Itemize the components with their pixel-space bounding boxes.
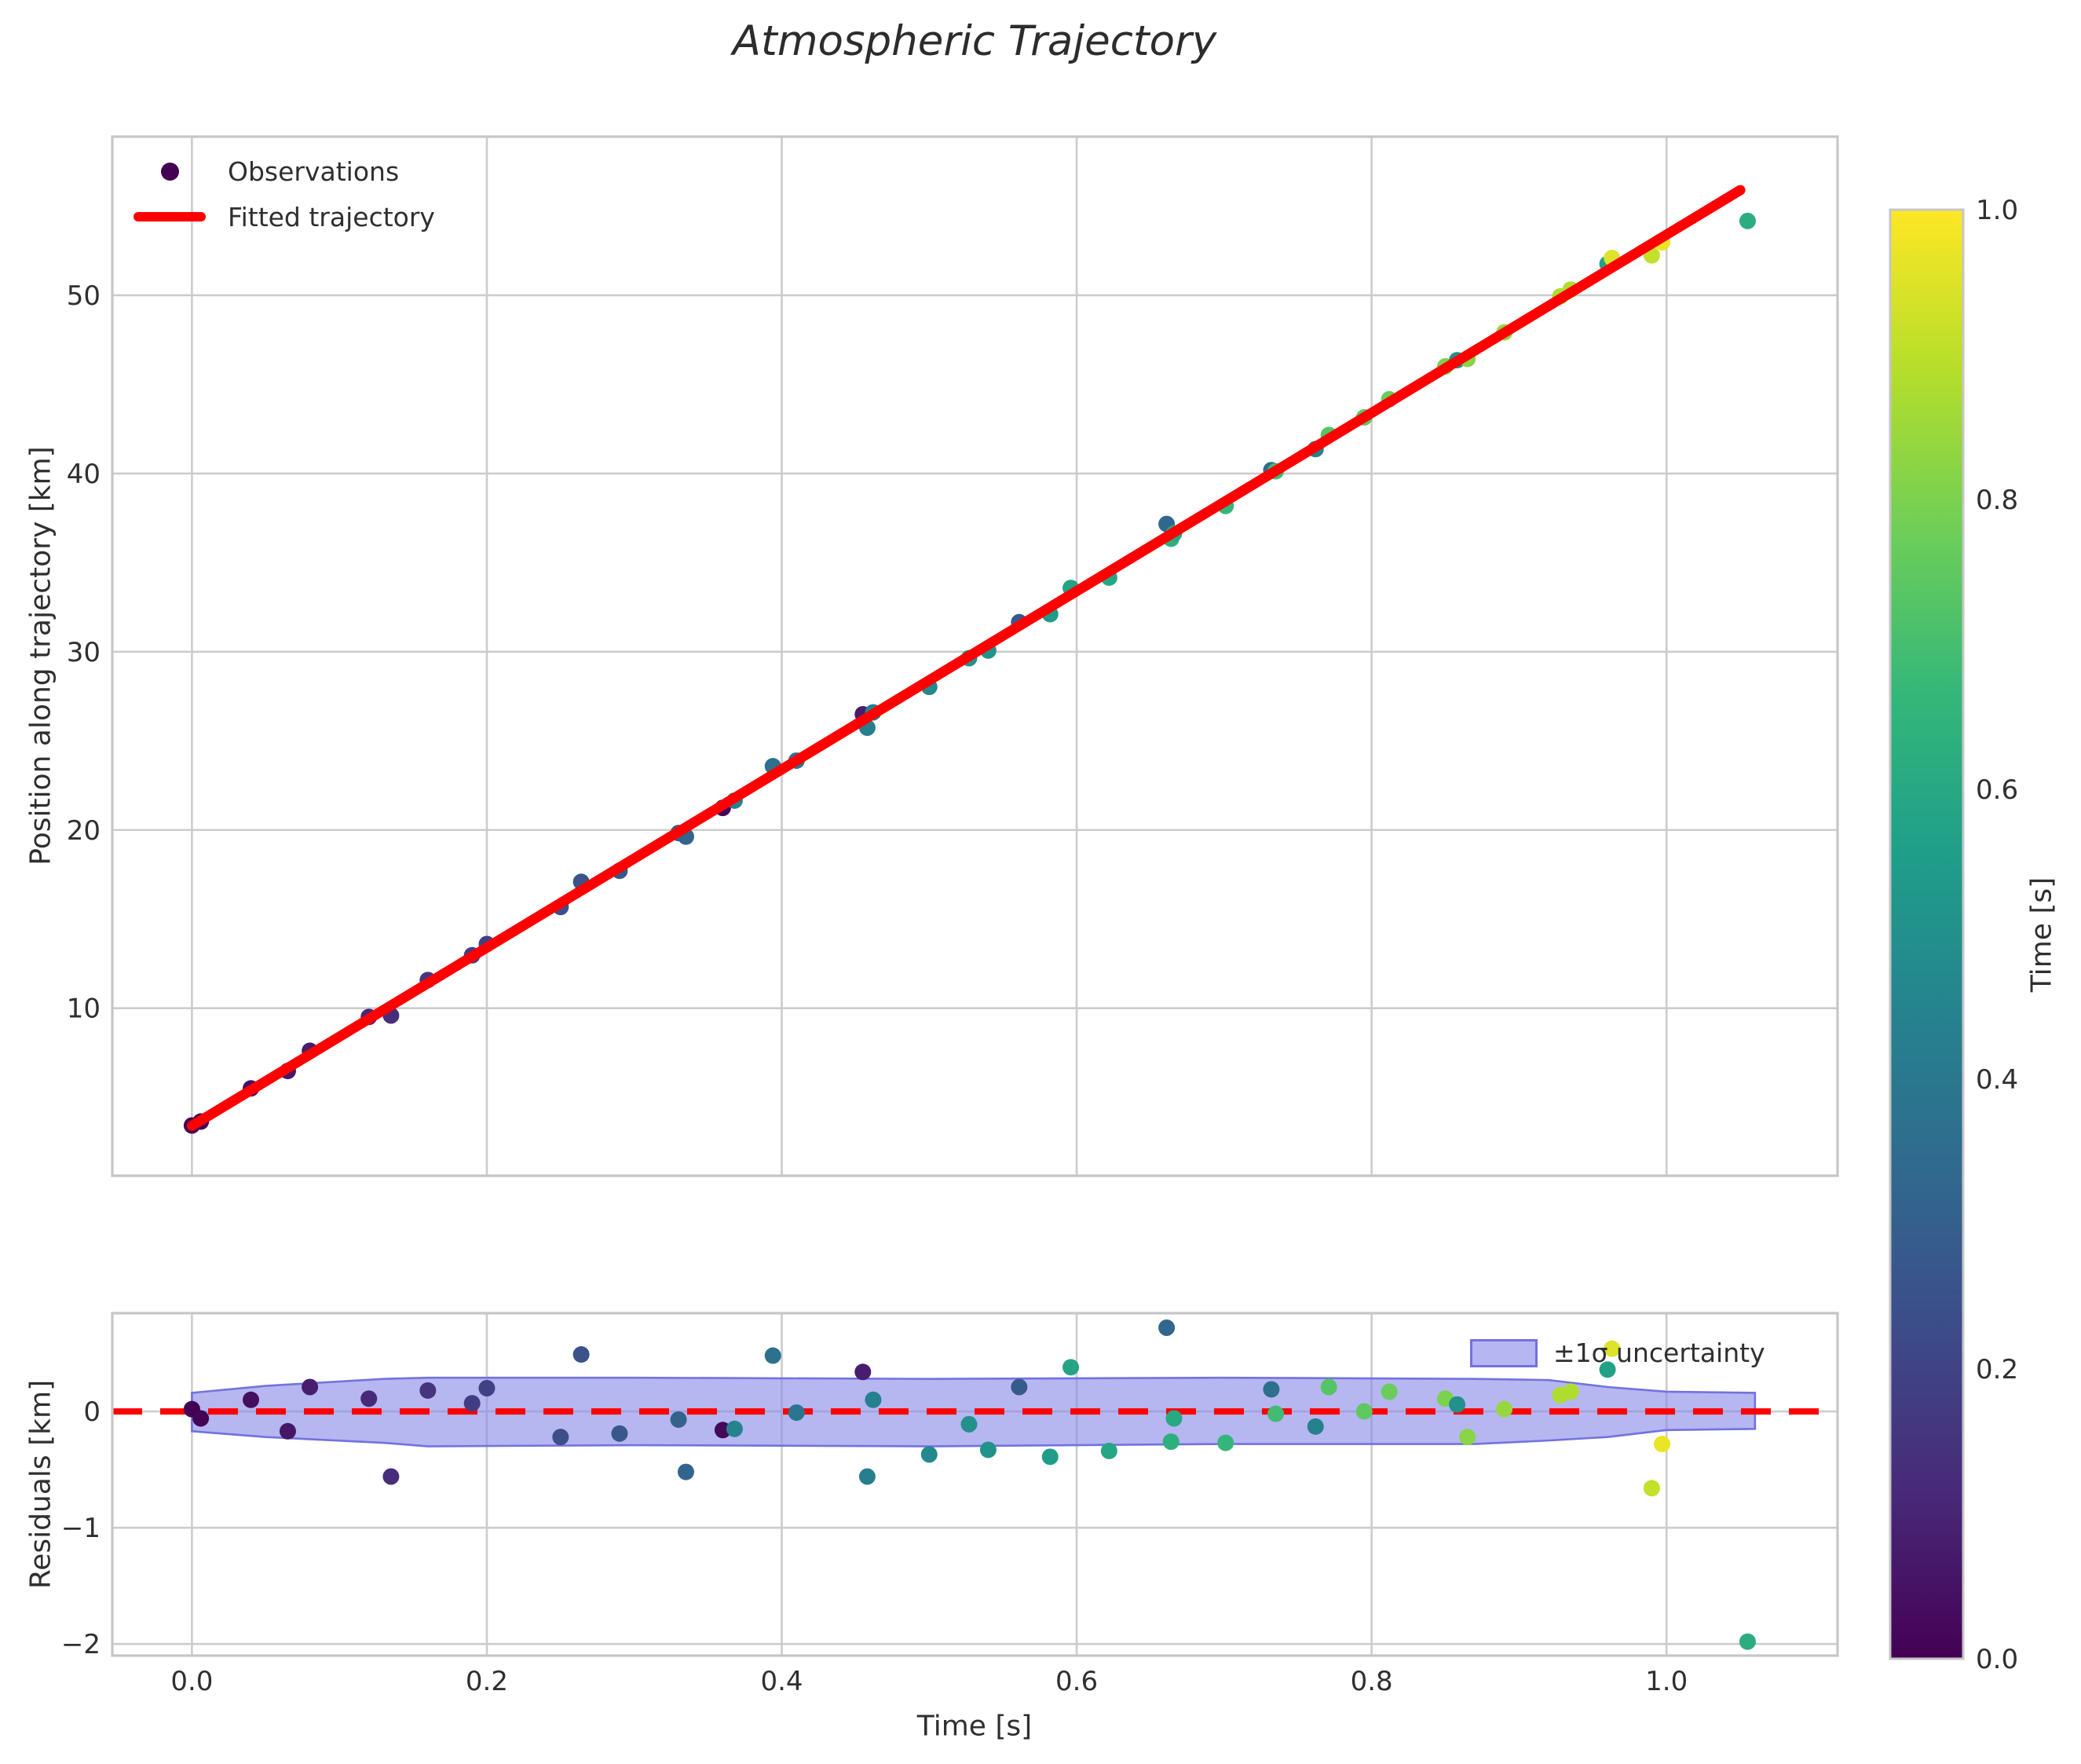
main-legend: Observations Fitted trajectory [132,154,435,234]
x-tick-label: 0.0 [170,1666,213,1697]
residual-point [552,1429,569,1446]
residual-point [279,1422,296,1440]
residual-y-tick-label: −1 [61,1513,101,1544]
residual-point [1604,1340,1621,1357]
residual-point [572,1346,590,1363]
x-axis-label: Time [s] [916,1710,1033,1743]
axes-frame [111,1312,1839,1657]
residual-point [788,1404,805,1422]
colorbar-tick-label: 0.6 [1976,774,2018,806]
fitted-trajectory-line [186,185,1746,1131]
residual-point [1496,1400,1513,1418]
residual-point [865,1391,882,1408]
residual-point [192,1410,210,1427]
residual-point [854,1363,872,1381]
main-y-tick-label: 30 [67,637,101,668]
residual-point [1459,1429,1476,1446]
chart-title: Atmospheric Trajectory [732,17,1217,65]
residual-point [1041,1448,1059,1466]
x-tick-label: 0.6 [1055,1666,1098,1697]
residual-point [1263,1381,1280,1398]
residual-point [920,1446,938,1463]
residual-point [1100,1442,1117,1459]
residual-point [858,1468,876,1485]
residuals-y-axis-label: Residuals [km] [24,1379,57,1590]
residual-point [1011,1378,1028,1396]
legend-item-observations: Observations [132,154,435,188]
colorbar-tick-label: 0.0 [1976,1644,2018,1675]
residual-point [979,1441,997,1458]
residual-point [1562,1383,1579,1400]
colorbar-gradient [1889,208,1965,1660]
residual-point [243,1391,260,1408]
colorbar-tick-label: 0.4 [1976,1064,2018,1096]
residual-y-tick-label: −2 [61,1629,101,1660]
main-y-tick-label: 20 [67,815,101,847]
residual-point [1599,1361,1616,1378]
residual-point [1267,1405,1285,1422]
fitted-line-marker-icon [132,212,207,221]
residual-point [360,1390,378,1407]
residual-point [1355,1403,1373,1420]
x-tick-label: 0.8 [1351,1666,1393,1697]
x-tick-label: 0.2 [466,1666,508,1697]
residuals-legend: ±1σ uncertainty [1470,1338,1765,1368]
x-tick-label: 1.0 [1645,1666,1688,1697]
residual-point [1217,1434,1234,1451]
residual-point [960,1415,978,1433]
residual-point [1165,1410,1183,1427]
colorbar-tick-label: 0.2 [1976,1354,2018,1385]
axes-frame [111,135,1839,1177]
residual-y-tick-label: 0 [83,1396,101,1428]
residual-point [1062,1359,1080,1376]
uncertainty-band [191,1376,1757,1447]
legend-label: Observations [228,156,400,187]
colorbar-label: Time [s] [2025,877,2058,993]
colorbar-tick-label: 1.0 [1976,195,2018,226]
main-y-tick-label: 50 [67,280,101,312]
main-y-tick-label: 40 [67,459,101,490]
residual-point [302,1378,319,1396]
residual-point [764,1347,781,1364]
main-y-tick-label: 10 [67,994,101,1025]
residual-point [1381,1383,1398,1400]
observation-point [1739,212,1756,229]
uncertainty-band-swatch-icon [1470,1338,1538,1367]
residual-point [1643,1480,1660,1497]
residual-point [1162,1433,1179,1451]
colorbar-tick-label: 0.8 [1976,485,2018,516]
residual-point [1158,1319,1176,1337]
residual-point [382,1468,400,1485]
legend-item-fitted-trajectory: Fitted trajectory [132,199,435,234]
residual-point [463,1395,481,1412]
x-tick-label: 0.4 [760,1666,803,1697]
residual-point [1654,1436,1671,1453]
legend-label: ±1σ uncertainty [1553,1338,1765,1368]
observations-marker-icon [132,162,207,181]
residual-point [726,1420,743,1437]
residual-point [670,1411,687,1428]
residual-point [419,1382,437,1399]
legend-label: Fitted trajectory [228,201,435,232]
residual-point [1320,1378,1337,1396]
residual-point [1449,1396,1466,1413]
residual-point [1739,1633,1756,1650]
residual-point [677,1463,694,1480]
main-y-axis-label: Position along trajectory [km] [24,446,57,866]
residual-point [611,1425,628,1442]
residual-point [478,1379,496,1396]
residual-point [1307,1418,1324,1435]
